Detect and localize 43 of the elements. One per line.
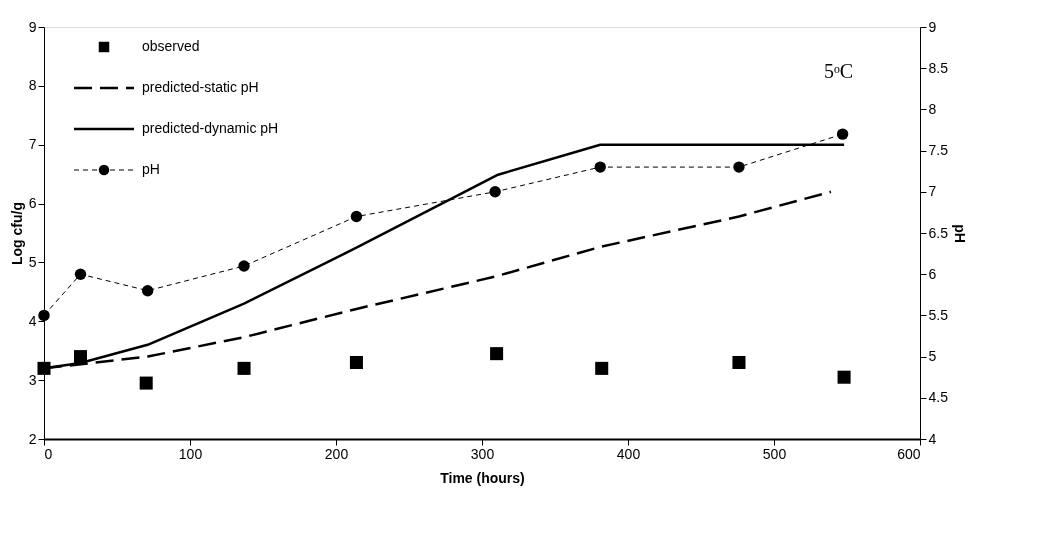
legend-label: pH bbox=[142, 161, 160, 177]
y2-tick-label: 4 bbox=[928, 430, 937, 447]
point bbox=[38, 309, 50, 322]
y2-tick-label: 9 bbox=[928, 18, 937, 35]
y-tick-label: 3 bbox=[28, 371, 37, 388]
y2-tick-label: 5.5 bbox=[928, 306, 949, 323]
y2-tick-label: 7.5 bbox=[928, 142, 949, 159]
y2-tick-label: 8.5 bbox=[928, 59, 949, 76]
point bbox=[594, 161, 606, 173]
x-tick-label: 100 bbox=[178, 445, 203, 462]
x-tick-label: 200 bbox=[324, 445, 349, 462]
y2-tick-label: 6.5 bbox=[928, 224, 949, 241]
x-tick-label: 600 bbox=[897, 445, 921, 462]
point bbox=[74, 268, 87, 280]
y-tick-label: 5 bbox=[28, 253, 37, 270]
y2-tick-label: 8 bbox=[928, 100, 937, 117]
y2-tick-label: 4.5 bbox=[928, 389, 949, 406]
point bbox=[733, 161, 745, 173]
y2-axis-title: pH bbox=[951, 224, 968, 243]
x-tick-label: 0 bbox=[44, 445, 53, 462]
point bbox=[350, 210, 363, 223]
y2-tick-label: 6 bbox=[928, 265, 937, 282]
y2-tick-label: 7 bbox=[928, 183, 937, 200]
x-tick-label: 300 bbox=[470, 445, 495, 462]
point bbox=[836, 128, 849, 140]
y-axis-title: Log cfu/g bbox=[8, 202, 25, 265]
y-tick-label: 6 bbox=[28, 195, 37, 212]
y-tick-label: 8 bbox=[28, 77, 37, 94]
legend-label: observed bbox=[142, 38, 200, 54]
y-tick-label: 9 bbox=[28, 18, 37, 35]
point bbox=[238, 260, 250, 272]
y-tick-label: 4 bbox=[28, 312, 37, 329]
y-tick-label: 2 bbox=[28, 430, 37, 447]
point bbox=[141, 284, 154, 297]
x-tick-label: 500 bbox=[762, 445, 787, 462]
y2-tick-label: 5 bbox=[928, 348, 937, 365]
legend-label: predicted-static pH bbox=[142, 79, 259, 95]
x-tick-label: 400 bbox=[616, 445, 641, 462]
legend-label: predicted-dynamic pH bbox=[142, 120, 279, 136]
y-tick-label: 7 bbox=[28, 136, 37, 153]
annotation: 5ᵒC bbox=[823, 60, 853, 82]
point bbox=[489, 186, 501, 198]
x-axis-title: Time (hours) bbox=[440, 469, 525, 486]
